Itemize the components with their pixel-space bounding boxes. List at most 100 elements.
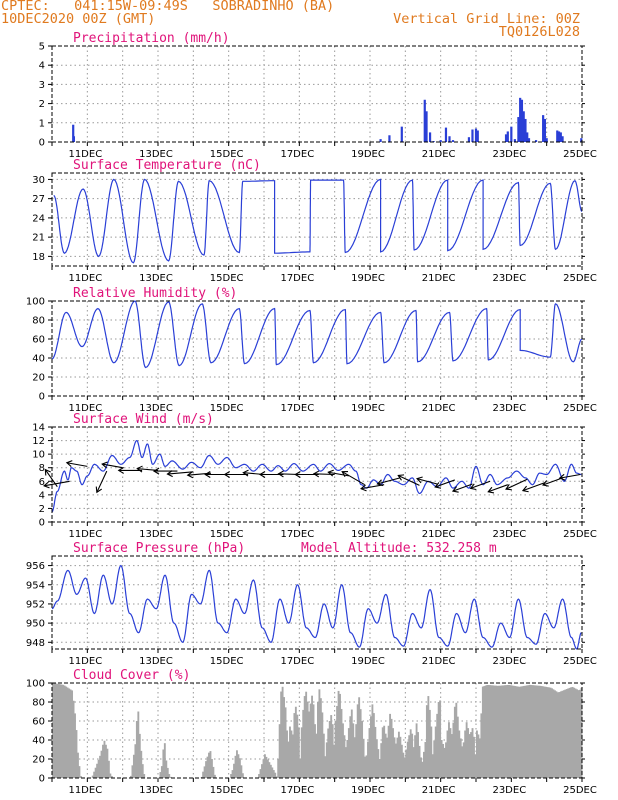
wind-vector xyxy=(416,478,438,485)
wind-vector-head xyxy=(505,483,512,491)
cloud-bar xyxy=(562,690,565,778)
panel-wind: Surface Wind (m/s) 0 2 4 6 8 10 12 14 11DEC 13DEC 1… xyxy=(32,412,597,540)
x-tick-label: 13DEC xyxy=(139,785,173,796)
cloud-bar xyxy=(375,739,378,778)
y-tick-label: 21 xyxy=(32,233,45,244)
wind-vector-head xyxy=(397,474,405,481)
series-line-wind xyxy=(51,439,582,513)
cloud-bar xyxy=(498,685,500,778)
wind-vector xyxy=(66,462,88,467)
x-tick-label: 17DEC xyxy=(280,656,314,667)
wind-vector xyxy=(452,483,473,492)
cloud-bar xyxy=(311,695,313,778)
x-tick-label: 21DEC xyxy=(422,149,456,160)
cloud-bar xyxy=(551,688,553,778)
wind-vector xyxy=(137,468,159,471)
precip-bar xyxy=(428,132,432,142)
y-tick-label: 2 xyxy=(39,99,45,110)
panel-annotation-pressure: Model Altitude: 532.258 m xyxy=(301,541,497,556)
wind-vector xyxy=(505,478,528,490)
cloud-bar xyxy=(564,689,567,778)
cloud-bar xyxy=(503,685,506,778)
cloud-bar xyxy=(365,755,368,778)
x-tick-label: 13DEC xyxy=(139,529,173,540)
cloud-bar xyxy=(395,743,397,778)
cloud-bar xyxy=(362,738,365,778)
cloud-bar xyxy=(548,687,551,778)
header-grid-info: Vertical Grid Line: 00Z xyxy=(393,11,580,27)
cloud-bar xyxy=(492,685,495,778)
precip-bar xyxy=(506,131,509,142)
cloud-bar xyxy=(542,686,545,778)
cloud-bar xyxy=(166,767,169,778)
cloud-bar xyxy=(533,685,536,778)
cloud-bar xyxy=(477,734,480,778)
wind-vector-head xyxy=(258,471,266,478)
y-tick-label: 40 xyxy=(32,354,45,365)
cloud-bar xyxy=(160,766,163,778)
cloud-bar xyxy=(212,766,215,778)
x-tick-label: 15DEC xyxy=(210,273,244,284)
cloud-bar xyxy=(271,767,274,778)
wind-vector-head xyxy=(277,470,284,478)
x-tick-label: 25DEC xyxy=(563,656,597,667)
wind-vector-head xyxy=(65,460,73,467)
cloud-bar xyxy=(408,735,411,778)
cloud-bar xyxy=(54,683,57,778)
cloud-bar xyxy=(462,742,465,778)
wind-vector xyxy=(360,484,385,490)
cloud-bar xyxy=(359,709,362,778)
cloud-bar xyxy=(537,685,540,778)
wind-vector xyxy=(102,463,123,469)
cloud-bar xyxy=(414,735,417,778)
x-tick-label: 25DEC xyxy=(563,149,597,160)
cloud-bar xyxy=(518,686,521,778)
wind-vector-head xyxy=(341,471,349,478)
cloud-bar xyxy=(520,686,523,778)
series-line-pressure xyxy=(51,564,582,650)
cloud-bar xyxy=(309,703,312,778)
precip-bar xyxy=(474,128,478,142)
cloud-bar xyxy=(206,756,209,778)
cloud-bar xyxy=(437,702,440,778)
panel-title-pressure: Surface Pressure (hPa) xyxy=(73,541,245,556)
cloud-bar xyxy=(264,754,266,778)
cloud-bar xyxy=(168,774,171,778)
wind-vector-head xyxy=(242,469,249,477)
y-tick-label: 1 xyxy=(39,118,45,129)
cloud-bar xyxy=(455,702,458,778)
x-tick-label: 23DEC xyxy=(492,403,526,414)
cloud-bar xyxy=(69,689,72,778)
x-tick-label: 11DEC xyxy=(68,656,102,667)
y-tick-label: 954 xyxy=(26,580,45,591)
cloud-bar xyxy=(306,701,309,778)
precip-bar xyxy=(580,138,583,142)
cloud-bar xyxy=(558,692,561,778)
cloud-bar xyxy=(238,758,241,778)
x-tick-label: 15DEC xyxy=(210,403,244,414)
wind-vector-head xyxy=(360,484,367,492)
cloud-bar xyxy=(484,685,487,778)
cloud-bar xyxy=(443,747,446,778)
cloud-bar xyxy=(308,711,311,778)
cloud-bar xyxy=(78,766,81,778)
cloud-bar xyxy=(275,776,278,778)
panel-temperature: Surface Temperature (nC) 18 21 24 27 30 11DEC 1… xyxy=(32,158,597,284)
cloud-bar xyxy=(72,700,75,778)
precip-bar xyxy=(542,115,545,142)
x-tick-label: 23DEC xyxy=(492,273,526,284)
cloud-bar xyxy=(478,738,481,778)
cloud-bar xyxy=(417,732,419,778)
cloud-bar xyxy=(384,733,387,778)
cloud-bar xyxy=(445,742,447,778)
y-tick-label: 950 xyxy=(26,619,45,630)
precip-bar xyxy=(519,97,522,142)
panel-title-precipitation: Precipitation (mm/h) xyxy=(73,31,230,46)
cloud-bar xyxy=(303,696,306,778)
cloud-bar xyxy=(425,705,428,778)
cloud-bar xyxy=(62,684,65,778)
cloud-bar xyxy=(233,763,235,778)
cloud-bar xyxy=(71,690,74,778)
x-tick-label: 15DEC xyxy=(210,149,244,160)
y-tick-label: 60 xyxy=(32,335,45,346)
